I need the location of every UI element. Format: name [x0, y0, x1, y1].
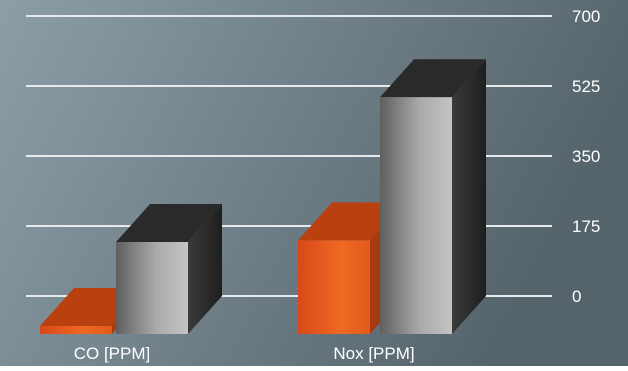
x-category-label: CO [PPM] — [74, 344, 151, 363]
bar-side-face — [188, 204, 222, 334]
bar-front-face — [116, 242, 188, 334]
bar — [116, 204, 222, 334]
bars — [40, 59, 486, 334]
y-tick-label: 525 — [572, 77, 600, 96]
y-tick-label: 700 — [572, 7, 600, 26]
x-axis-labels: CO [PPM] Nox [PPM] — [74, 344, 415, 363]
x-category-label: Nox [PPM] — [333, 344, 414, 363]
bar-front-face — [298, 240, 370, 334]
bar-top-face — [380, 59, 486, 98]
bar-top-face — [298, 202, 404, 241]
y-axis-ticks: 700 525 350 175 0 — [572, 7, 600, 306]
y-tick-label: 175 — [572, 217, 600, 236]
y-tick-label: 0 — [572, 287, 581, 306]
bar-front-face — [380, 97, 452, 334]
bar — [380, 59, 486, 334]
bar-side-face — [452, 59, 486, 334]
bar-top-face — [116, 204, 222, 242]
y-tick-label: 350 — [572, 147, 600, 166]
bar-front-face — [40, 326, 112, 334]
